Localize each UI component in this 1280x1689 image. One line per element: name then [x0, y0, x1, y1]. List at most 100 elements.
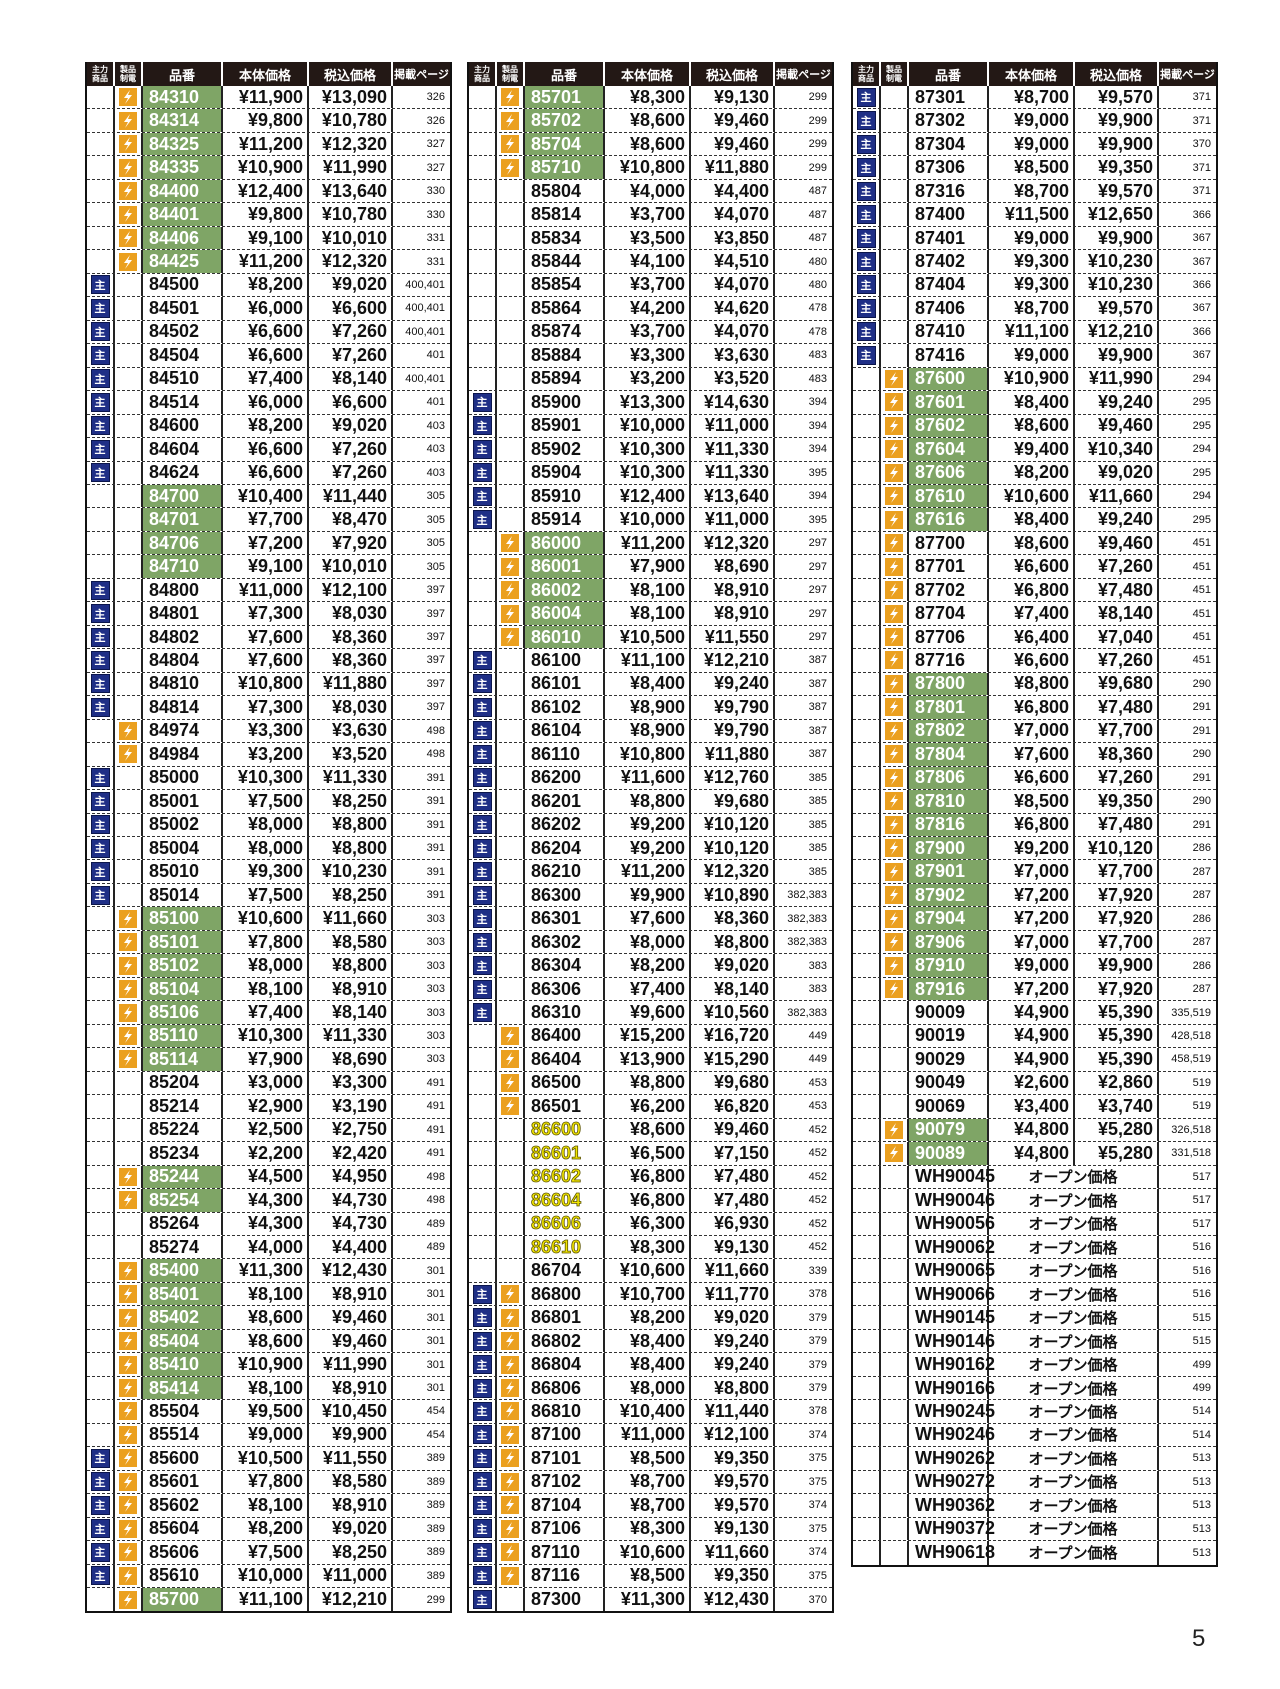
- base-price: ¥9,300: [223, 860, 309, 883]
- table-row: 主 84624 ¥6,600 ¥7,260 403: [87, 461, 450, 485]
- table-row: 85834 ¥3,500 ¥3,850 487: [469, 226, 832, 251]
- antistatic-cell: [115, 1588, 143, 1612]
- tax-included-price: ¥9,790: [691, 696, 775, 719]
- base-price: ¥11,900: [223, 86, 309, 109]
- main-product-cell: 主: [469, 719, 497, 743]
- part-number: 85244: [143, 1165, 223, 1189]
- catalog-page: 400,401: [405, 302, 445, 315]
- main-product-cell: [853, 977, 881, 1001]
- antistatic-cell: [497, 883, 525, 907]
- tax-included-price: ¥8,910: [309, 977, 393, 1001]
- part-number: 87904: [909, 907, 989, 930]
- catalog-page: 326: [426, 91, 445, 104]
- antistatic-cell: [497, 1353, 525, 1376]
- part-number: 87602: [909, 414, 989, 438]
- part-number: 87106: [525, 1517, 605, 1541]
- lightning-icon: [119, 1167, 137, 1186]
- catalog-page: 453: [808, 1076, 827, 1089]
- base-price: ¥7,400: [989, 602, 1075, 625]
- main-product-cell: 主: [87, 1517, 115, 1541]
- part-number: 85254: [143, 1189, 223, 1212]
- catalog-page: 452: [808, 1217, 827, 1230]
- base-price: ¥11,300: [223, 1259, 309, 1282]
- table-row: 主 85904 ¥10,300 ¥11,330 395: [469, 461, 832, 485]
- open-price: オープン価格: [989, 1494, 1159, 1517]
- base-price: ¥8,900: [605, 696, 691, 719]
- antistatic-cell: [497, 109, 525, 132]
- antistatic-cell: [497, 226, 525, 250]
- catalog-page: 394: [808, 490, 827, 503]
- antistatic-cell: [497, 391, 525, 414]
- tax-included-price: ¥8,140: [309, 367, 393, 391]
- table-row: 87616 ¥8,400 ¥9,240 295: [853, 508, 1216, 532]
- base-price: ¥6,500: [605, 1142, 691, 1165]
- main-product-cell: [469, 555, 497, 578]
- table-row: WH90065 オープン価格 516: [853, 1259, 1216, 1283]
- catalog-page: 487: [808, 208, 827, 221]
- base-price: ¥10,400: [605, 1400, 691, 1423]
- part-number: 86302: [525, 930, 605, 954]
- base-price: ¥11,200: [605, 531, 691, 555]
- antistatic-cell: [115, 602, 143, 625]
- part-number: 85000: [143, 766, 223, 790]
- tax-included-price: ¥9,130: [691, 1235, 775, 1259]
- part-number: WH90065: [909, 1259, 995, 1282]
- antistatic-cell: [497, 320, 525, 344]
- table-row: 87801 ¥6,800 ¥7,480 291: [853, 696, 1216, 720]
- catalog-page: 403: [426, 419, 445, 432]
- part-number: 86602: [525, 1165, 605, 1189]
- base-price: ¥10,900: [223, 156, 309, 179]
- table-row: 90019 ¥4,900 ¥5,390 428,518: [853, 1024, 1216, 1049]
- catalog-page: 499: [1192, 1382, 1211, 1395]
- main-product-cell: 主: [469, 1541, 497, 1564]
- part-number: 86004: [525, 602, 605, 625]
- table-row: 87602 ¥8,600 ¥9,460 295: [853, 414, 1216, 439]
- open-price: オープン価格: [989, 1447, 1159, 1470]
- antistatic-cell: [497, 1212, 525, 1235]
- main-product-badge: 主: [856, 134, 876, 154]
- catalog-page: 327: [426, 161, 445, 174]
- part-number: WH90246: [909, 1423, 995, 1447]
- table-row: 84310 ¥11,900 ¥13,090 326: [87, 86, 450, 110]
- main-product-cell: 主: [469, 837, 497, 860]
- tax-included-price: ¥12,210: [1075, 320, 1159, 344]
- catalog-page: 299: [808, 91, 827, 104]
- open-price: オープン価格: [989, 1259, 1159, 1282]
- main-product-cell: [87, 203, 115, 226]
- antistatic-cell: [497, 555, 525, 578]
- main-product-badge: 主: [90, 392, 110, 412]
- part-number: 85214: [143, 1095, 223, 1118]
- table-row: 主 84814 ¥7,300 ¥8,030 397: [87, 696, 450, 720]
- antistatic-cell: [881, 226, 909, 250]
- main-product-cell: [853, 743, 881, 766]
- table-row: 84984 ¥3,200 ¥3,520 498: [87, 743, 450, 767]
- antistatic-cell: [881, 109, 909, 132]
- table-row: 86602 ¥6,800 ¥7,480 452: [469, 1165, 832, 1190]
- open-price: オープン価格: [989, 1470, 1159, 1494]
- main-product-cell: 主: [469, 1517, 497, 1541]
- main-product-badge: 主: [472, 1378, 492, 1398]
- main-product-cell: [853, 1095, 881, 1118]
- main-product-badge: 主: [472, 1355, 492, 1375]
- table-row: WH90362 オープン価格 513: [853, 1494, 1216, 1518]
- tax-included-price: ¥13,090: [309, 86, 393, 109]
- main-product-cell: [853, 1235, 881, 1259]
- catalog-page: 394: [808, 419, 827, 432]
- table-row: 85101 ¥7,800 ¥8,580 303: [87, 930, 450, 955]
- part-number: 84510: [143, 367, 223, 391]
- main-product-badge: 主: [856, 158, 876, 178]
- base-price: ¥11,200: [223, 250, 309, 273]
- antistatic-cell: [881, 273, 909, 297]
- catalog-page: 449: [808, 1029, 827, 1042]
- main-product-badge: 主: [472, 510, 492, 530]
- lightning-icon: [885, 393, 903, 412]
- main-product-cell: [87, 1024, 115, 1048]
- antistatic-cell: [881, 320, 909, 344]
- lightning-icon: [885, 604, 903, 623]
- catalog-page: 483: [808, 372, 827, 385]
- part-number: WH90066: [909, 1282, 995, 1306]
- main-product-cell: [87, 1142, 115, 1165]
- tax-included-price: ¥12,430: [309, 1259, 393, 1282]
- tax-included-price: ¥9,350: [1075, 156, 1159, 179]
- catalog-page: 303: [426, 1053, 445, 1066]
